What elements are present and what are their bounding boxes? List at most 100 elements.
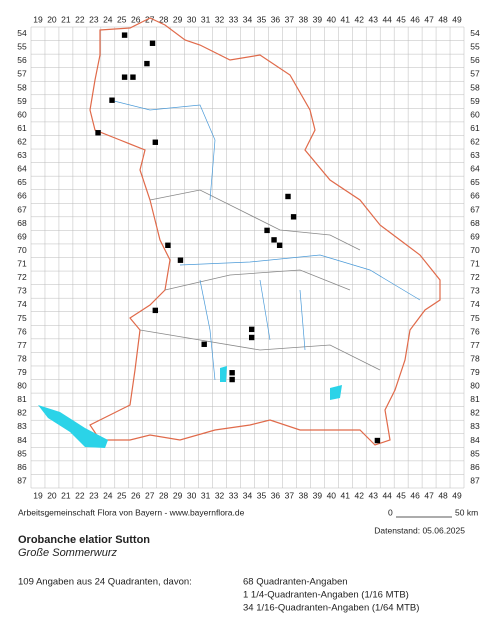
- region-border: [139, 189, 381, 371]
- row-label: 63: [17, 150, 27, 160]
- row-label: 65: [17, 177, 27, 187]
- record-marker: [95, 130, 101, 136]
- column-label: 20: [47, 490, 57, 500]
- column-label: 46: [410, 490, 420, 500]
- row-label: 73: [17, 286, 27, 296]
- row-label: 69: [470, 231, 480, 241]
- column-label: 25: [117, 14, 127, 24]
- record-marker: [144, 60, 150, 67]
- row-label: 62: [17, 137, 27, 147]
- column-label: 25: [117, 490, 127, 500]
- row-label: 80: [470, 381, 480, 391]
- record-marker: [152, 307, 159, 314]
- rivers: [109, 99, 421, 381]
- column-label: 20: [47, 14, 57, 24]
- record-marker: [109, 97, 115, 103]
- scale-end: 50 km: [455, 507, 478, 517]
- record-marker: [121, 74, 128, 80]
- row-label: 76: [17, 326, 27, 336]
- column-label: 21: [61, 490, 71, 500]
- scale-start: 0: [388, 507, 393, 517]
- record-marker: [374, 437, 381, 444]
- row-label: 87: [17, 475, 27, 485]
- column-label: 49: [452, 490, 462, 500]
- row-label: 71: [470, 259, 480, 269]
- record-marker: [152, 139, 159, 145]
- column-label: 19: [33, 490, 43, 500]
- row-label: 74: [17, 299, 27, 309]
- column-label: 41: [341, 490, 351, 500]
- row-label: 85: [17, 448, 27, 458]
- record-marker: [149, 40, 156, 46]
- row-label: 75: [470, 313, 480, 323]
- row-label: 82: [470, 408, 480, 418]
- column-label: 40: [327, 14, 337, 24]
- lake: [220, 366, 227, 382]
- subtitle: Große Sommerwurz: [18, 547, 118, 559]
- column-label: 42: [355, 490, 365, 500]
- row-label: 73: [470, 286, 480, 296]
- record-marker: [130, 74, 136, 80]
- column-label: 32: [215, 490, 225, 500]
- column-label: 35: [257, 14, 267, 24]
- column-label: 46: [410, 14, 420, 24]
- record-marker: [121, 32, 128, 38]
- column-label: 23: [89, 14, 99, 24]
- row-label: 75: [17, 313, 27, 323]
- row-label: 57: [17, 69, 27, 79]
- record-marker: [248, 334, 255, 341]
- row-label: 68: [470, 218, 480, 228]
- column-label: 38: [299, 14, 309, 24]
- row-label: 86: [470, 462, 480, 472]
- row-label: 59: [17, 96, 27, 106]
- column-label: 45: [396, 490, 406, 500]
- column-label: 35: [257, 490, 267, 500]
- column-label: 29: [173, 14, 183, 24]
- row-label: 58: [470, 82, 480, 92]
- column-label: 39: [313, 14, 323, 24]
- column-label: 34: [243, 490, 253, 500]
- column-label: 43: [368, 490, 378, 500]
- row-label: 62: [470, 137, 480, 147]
- column-label: 38: [299, 490, 309, 500]
- row-label: 80: [17, 381, 27, 391]
- row-label: 64: [17, 164, 27, 174]
- row-label: 64: [470, 164, 480, 174]
- summary: 109 Angaben aus 24 Quadranten, davon:: [18, 577, 192, 588]
- column-label: 48: [438, 14, 448, 24]
- column-label: 26: [131, 14, 141, 24]
- row-label: 79: [470, 367, 480, 377]
- row-label: 84: [17, 435, 27, 445]
- row-label: 61: [470, 123, 480, 133]
- row-label: 83: [17, 421, 27, 431]
- record-marker: [201, 341, 207, 347]
- column-label: 36: [271, 14, 281, 24]
- column-label: 31: [201, 14, 211, 24]
- row-label: 78: [470, 353, 480, 363]
- row-label: 70: [17, 245, 27, 255]
- column-label: 45: [396, 14, 406, 24]
- detail: 1 1/4-Quadranten-Angaben (1/16 MTB): [243, 590, 409, 601]
- column-label: 27: [145, 14, 155, 24]
- record-marker: [290, 214, 297, 220]
- record-marker: [229, 370, 235, 376]
- row-label: 84: [470, 435, 480, 445]
- row-label: 74: [470, 299, 480, 309]
- column-label: 30: [187, 14, 197, 24]
- row-label: 59: [470, 96, 480, 106]
- row-label: 60: [470, 109, 480, 119]
- title: Orobanche elatior Sutton: [18, 534, 150, 546]
- record-marker: [229, 376, 235, 383]
- detail: 68 Quadranten-Angaben: [243, 577, 348, 588]
- column-label: 24: [103, 14, 113, 24]
- row-label: 72: [17, 272, 27, 282]
- record-marker: [285, 193, 291, 200]
- column-label: 39: [313, 490, 323, 500]
- record-marker: [177, 257, 184, 263]
- column-label: 30: [187, 490, 197, 500]
- column-label: 22: [75, 14, 85, 24]
- column-label: 37: [285, 14, 295, 24]
- row-label: 85: [470, 448, 480, 458]
- record-marker: [271, 237, 277, 243]
- column-label: 23: [89, 490, 99, 500]
